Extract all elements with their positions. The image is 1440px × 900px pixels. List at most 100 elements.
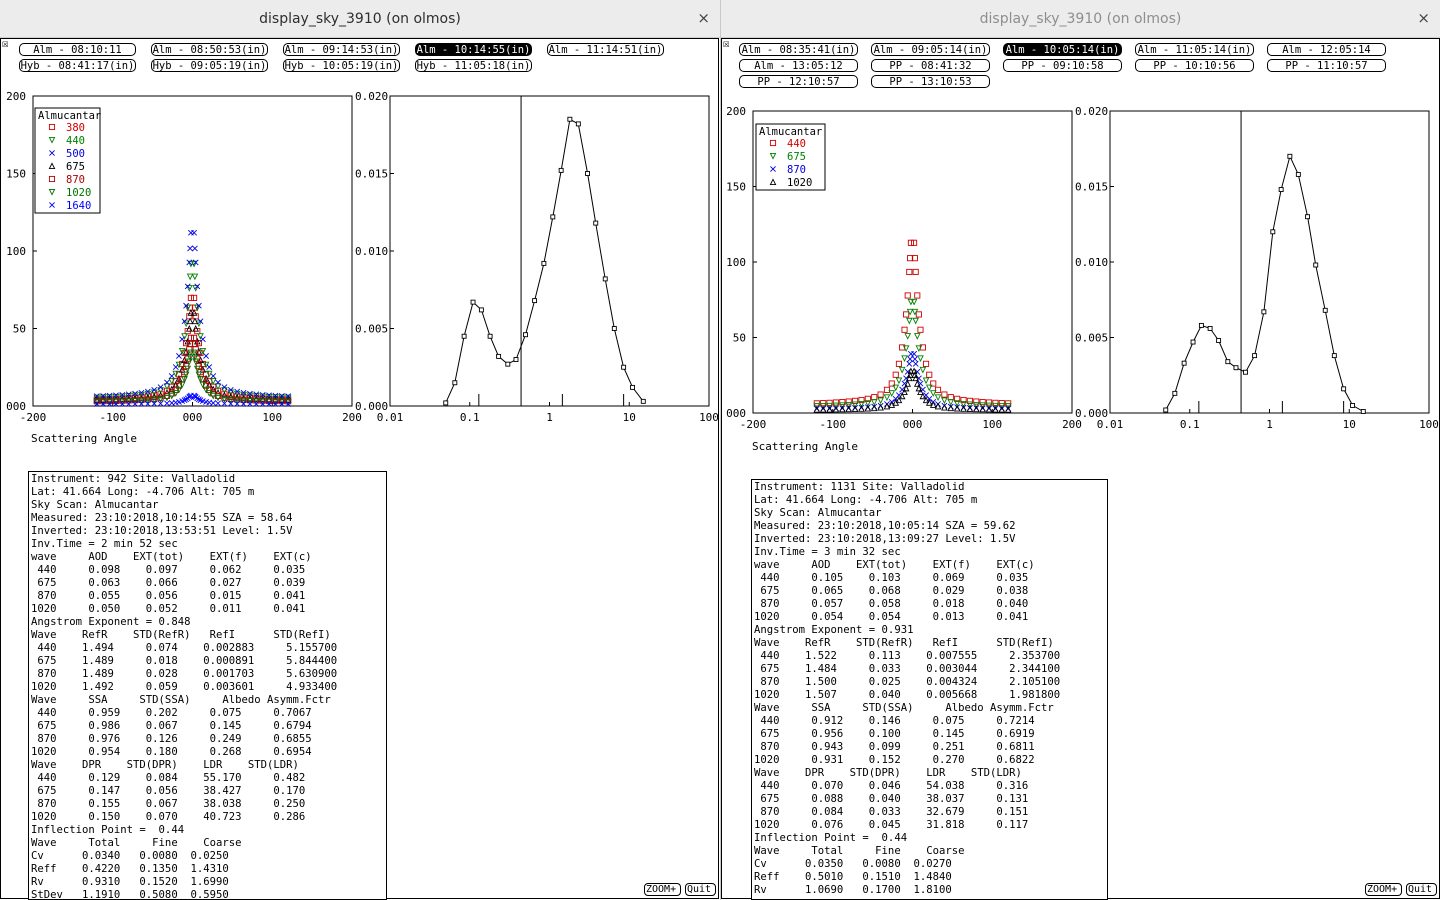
size-distribution-point bbox=[550, 214, 556, 220]
size-distribution-point bbox=[461, 333, 467, 339]
x-tick-label: 0.1 bbox=[1180, 418, 1200, 431]
legend-label: 500 bbox=[66, 148, 85, 160]
scan-button[interactable]: PP - 12:10:57 bbox=[739, 75, 858, 88]
data-point-675 bbox=[895, 377, 903, 385]
scan-button[interactable]: Alm - 13:05:12 bbox=[739, 59, 858, 72]
data-point-1020 bbox=[813, 405, 821, 413]
scan-button[interactable]: Hyb - 08:41:17(in) bbox=[19, 59, 136, 72]
size-distribution-point bbox=[585, 171, 591, 176]
data-point-440 bbox=[895, 360, 902, 367]
scan-button[interactable]: Alm - 08:35:41(in) bbox=[739, 43, 858, 56]
data-point-1020 bbox=[131, 398, 139, 405]
data-point-440 bbox=[864, 395, 871, 402]
y-tick-label: 0.010 bbox=[1075, 256, 1108, 269]
data-point-1020 bbox=[902, 384, 910, 392]
data-point-440 bbox=[941, 391, 948, 398]
data-point-1020 bbox=[906, 371, 914, 378]
data-point-1020 bbox=[202, 386, 210, 394]
scan-button[interactable]: Alm - 08:50:53(in) bbox=[151, 43, 268, 56]
scan-button[interactable]: Hyb - 10:05:19(in) bbox=[283, 59, 400, 72]
x-tick-label: 10 bbox=[1343, 418, 1356, 431]
scan-button-selected[interactable]: Alm - 10:14:55(in) bbox=[415, 43, 532, 56]
data-point-1020 bbox=[157, 396, 164, 403]
data-point-440 bbox=[930, 380, 937, 387]
titlebar[interactable]: display_sky_3910 (on olmos) × bbox=[721, 0, 1440, 38]
data-point-1020 bbox=[925, 399, 933, 406]
data-point-500 bbox=[240, 389, 247, 396]
data-point-1020 bbox=[1004, 405, 1012, 413]
data-point-870 bbox=[227, 395, 234, 402]
data-point-440 bbox=[960, 396, 967, 404]
data-point-1020 bbox=[922, 396, 930, 404]
y-tick-label: 0.015 bbox=[355, 168, 388, 181]
data-point-1020 bbox=[992, 405, 999, 413]
scan-button[interactable]: PP - 10:10:56 bbox=[1135, 59, 1254, 72]
data-point-1640 bbox=[113, 401, 119, 407]
data-point-1020 bbox=[240, 397, 247, 405]
data-point-440 bbox=[911, 239, 918, 246]
size-distribution-point bbox=[1331, 353, 1337, 359]
data-point-675 bbox=[898, 366, 906, 374]
data-point-1640 bbox=[278, 401, 285, 407]
data-point-675 bbox=[913, 333, 921, 340]
data-point-1640 bbox=[138, 400, 145, 407]
data-point-870 bbox=[240, 396, 247, 403]
data-point-1640 bbox=[125, 401, 132, 407]
scan-button-selected[interactable]: Alm - 10:05:14(in) bbox=[1003, 43, 1122, 56]
scan-button[interactable]: Hyb - 09:05:19(in) bbox=[151, 59, 268, 72]
close-icon[interactable]: × bbox=[697, 9, 710, 27]
data-point-1020 bbox=[172, 390, 180, 397]
quit-button[interactable]: Quit bbox=[685, 883, 716, 896]
data-point-675 bbox=[190, 309, 198, 316]
scan-button[interactable]: Alm - 09:05:14(in) bbox=[871, 43, 990, 56]
data-point-500 bbox=[194, 283, 201, 290]
data-point-440 bbox=[178, 348, 186, 355]
y-tick-label: 0.020 bbox=[1075, 105, 1108, 118]
size-distribution-point bbox=[487, 333, 493, 339]
size-distribution-point bbox=[532, 298, 538, 304]
zoom-button[interactable]: ZOOM+ bbox=[1365, 883, 1402, 896]
legend-marker bbox=[48, 136, 56, 144]
data-point-675 bbox=[883, 394, 891, 402]
data-point-500 bbox=[192, 259, 199, 266]
data-point-440 bbox=[845, 398, 852, 405]
scan-button[interactable]: PP - 09:10:58 bbox=[1003, 59, 1122, 72]
close-icon[interactable]: × bbox=[1417, 9, 1430, 27]
zoom-button[interactable]: ZOOM+ bbox=[644, 883, 681, 896]
scan-button[interactable]: PP - 13:10:53 bbox=[871, 75, 990, 88]
scan-button[interactable]: Alm - 11:05:14(in) bbox=[1135, 43, 1254, 56]
scan-button[interactable]: Alm - 12:05:14 bbox=[1267, 43, 1386, 56]
scan-button[interactable]: Hyb - 11:05:18(in) bbox=[415, 59, 532, 72]
data-point-870 bbox=[138, 396, 145, 403]
scan-button[interactable]: Alm - 08:10:11 bbox=[19, 43, 136, 56]
x-tick-label: 200 bbox=[342, 411, 362, 424]
x-tick-label: 0.1 bbox=[460, 411, 480, 424]
data-point-1020 bbox=[870, 404, 878, 412]
data-point-870 bbox=[144, 396, 151, 403]
scan-button[interactable]: Alm - 11:14:51(in) bbox=[547, 43, 664, 56]
data-point-675 bbox=[186, 317, 194, 325]
data-point-675 bbox=[911, 308, 919, 316]
data-point-500 bbox=[172, 364, 179, 370]
scan-button[interactable]: PP - 08:41:32 bbox=[871, 59, 990, 72]
size-distribution-point bbox=[1207, 325, 1213, 331]
plot-frame bbox=[389, 95, 710, 407]
size-distribution-point bbox=[1181, 360, 1187, 366]
size-distribution-point bbox=[1278, 187, 1284, 192]
corner-close-icon[interactable]: ☒ bbox=[2, 37, 9, 50]
quit-button[interactable]: Quit bbox=[1406, 883, 1437, 896]
radiance-chart: -200 -100 000 100 200 000 50 100 150 200 Almucanta… bbox=[726, 105, 1082, 431]
data-point-675 bbox=[112, 395, 120, 403]
data-point-440 bbox=[903, 311, 910, 318]
data-point-440 bbox=[168, 378, 176, 385]
data-point-675 bbox=[905, 317, 913, 325]
scan-button[interactable]: Alm - 09:14:53(in) bbox=[283, 43, 400, 56]
data-point-675 bbox=[907, 298, 915, 306]
size-distribution-point bbox=[1322, 307, 1328, 313]
size-distribution-point bbox=[640, 398, 646, 404]
scan-button[interactable]: PP - 11:10:57 bbox=[1267, 59, 1386, 72]
corner-close-icon[interactable]: ☒ bbox=[723, 37, 730, 50]
titlebar[interactable]: display_sky_3910 (on olmos) × bbox=[0, 0, 720, 38]
x-tick-label: 0.01 bbox=[1097, 418, 1124, 431]
size-distribution-point bbox=[1252, 353, 1258, 359]
